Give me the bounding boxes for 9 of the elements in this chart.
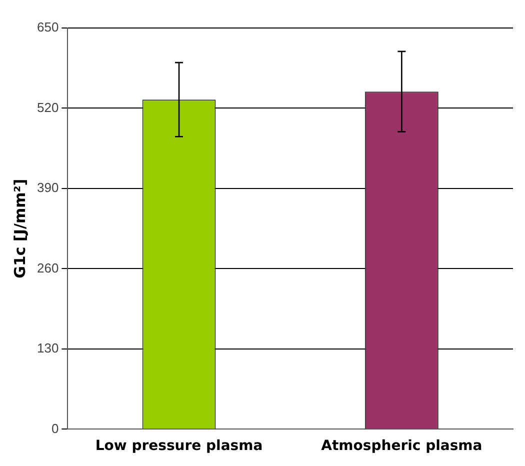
x-tick-label: Low pressure plasma: [95, 438, 263, 454]
y-tick-label: 0: [51, 420, 59, 436]
y-axis-title: G1c [J/mm²]: [10, 178, 29, 278]
y-tick-label: 260: [36, 260, 59, 276]
y-tick-label: 520: [36, 100, 59, 115]
y-tick-label: 650: [36, 20, 59, 35]
y-tick-label: 390: [36, 180, 59, 196]
y-tick-label: 130: [36, 340, 59, 356]
x-tick-label: Atmospheric plasma: [321, 438, 482, 454]
